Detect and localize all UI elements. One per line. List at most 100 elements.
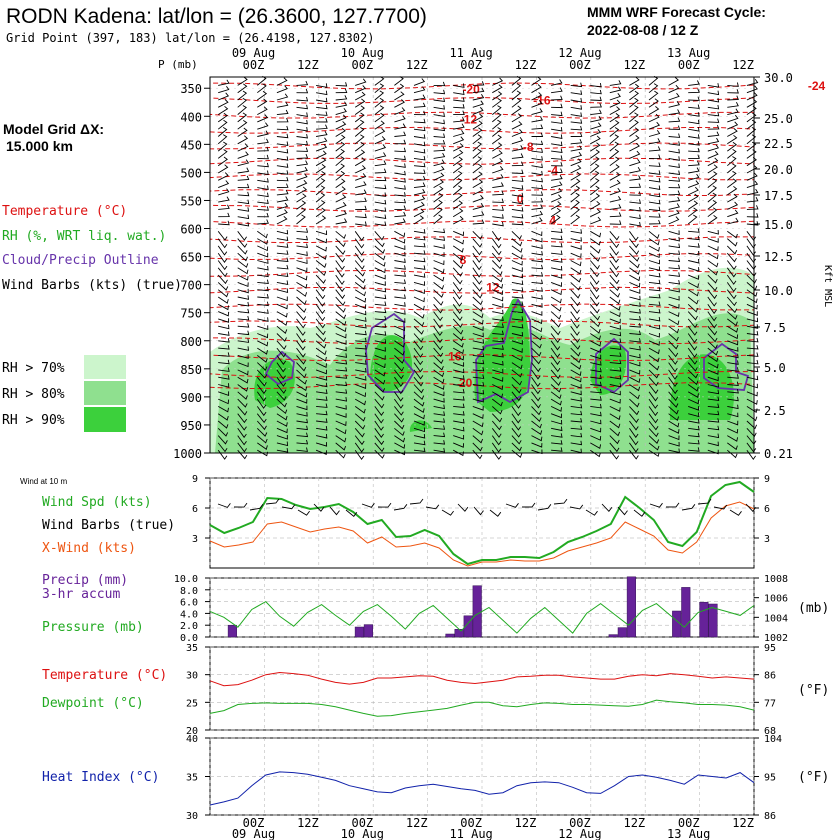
wind-barb	[726, 260, 737, 270]
wind-barb	[491, 252, 502, 263]
wind-barb	[413, 215, 425, 225]
wind-barb	[570, 304, 580, 314]
wind-barb	[257, 122, 269, 130]
wind-barb	[413, 433, 426, 439]
time-tick-label-bottom: 00Z	[569, 816, 591, 830]
wind-barb	[590, 374, 602, 380]
wind-barb	[413, 362, 424, 373]
wind-barb	[727, 381, 739, 387]
wind-barb	[315, 157, 327, 167]
wind-barb	[511, 145, 524, 152]
wind-barb	[394, 272, 406, 277]
wind-barb	[668, 318, 680, 326]
wind-barb	[707, 304, 717, 315]
temperature-contour	[209, 126, 755, 134]
wind-barb	[316, 118, 328, 123]
wind-barb	[335, 82, 348, 87]
wind-barb	[688, 173, 700, 181]
wind-barb	[629, 428, 639, 439]
wind-barb	[452, 149, 464, 159]
wind-barb	[511, 129, 523, 137]
wind-barb	[648, 259, 660, 265]
wind-barb	[531, 355, 542, 365]
wind-barb	[472, 186, 484, 196]
wind-barb	[511, 435, 522, 445]
wind-barb	[531, 100, 543, 108]
wind-barb	[452, 267, 463, 277]
wind-barb	[492, 84, 503, 94]
wind-barb	[609, 442, 620, 453]
wind-barb	[668, 287, 680, 293]
wind-barb	[648, 154, 661, 159]
wind-barb	[257, 90, 268, 101]
wind-barb	[413, 398, 425, 407]
wind-barb	[257, 325, 269, 331]
wind-barb	[413, 242, 426, 248]
wind-barb	[394, 131, 407, 137]
wind-barb	[355, 376, 367, 381]
time-tick-label-top: 00Z	[678, 58, 700, 72]
wind-barb	[257, 138, 269, 145]
wind-barb	[570, 403, 583, 409]
wind-barb	[609, 148, 620, 159]
wind-barb	[413, 289, 425, 295]
wind-barb	[276, 109, 289, 116]
wind-barb	[707, 333, 718, 343]
wind-barb	[257, 170, 269, 176]
wind-barb	[237, 406, 248, 416]
wind-barb	[296, 200, 307, 210]
wind-barb	[707, 410, 720, 416]
precip-bar	[626, 576, 636, 638]
wind-barb	[746, 149, 757, 159]
wind-barb	[629, 183, 642, 189]
wind-barb	[218, 311, 230, 317]
wind-barb	[570, 390, 582, 396]
legend-rh80: RH > 80%	[2, 387, 65, 402]
wind-barb	[237, 221, 250, 227]
wind-barb	[394, 333, 406, 340]
wind-barb	[374, 168, 387, 174]
wind-barb	[511, 214, 524, 219]
wind-barb	[355, 360, 367, 365]
wind-barb	[492, 214, 504, 219]
wind-barb	[668, 125, 681, 130]
wind-barb	[413, 155, 426, 161]
wind-barb	[629, 442, 639, 453]
wind-barb	[492, 337, 504, 343]
wind-barb	[531, 362, 541, 373]
wind-barb	[550, 369, 561, 380]
wind-barb	[472, 332, 484, 338]
wind-barb	[727, 427, 739, 434]
wind-tick-label-right: 3	[764, 534, 770, 545]
wind-barb	[727, 333, 739, 340]
wind-barb	[531, 177, 543, 183]
wind-barb	[296, 207, 306, 218]
wind-barb	[296, 412, 308, 417]
wind-barb	[453, 103, 465, 109]
wind-barb	[550, 201, 562, 210]
wind-barb	[629, 76, 640, 86]
temperature-contour	[209, 204, 755, 212]
wind-barb	[217, 238, 228, 249]
wind-barb	[296, 235, 308, 241]
wind-barb	[629, 207, 641, 212]
wind-barb	[315, 369, 327, 375]
wind-barb	[629, 90, 639, 101]
wind-barb	[648, 406, 659, 417]
wind-barb	[296, 340, 306, 351]
wind-barb	[511, 267, 523, 273]
wind-barb	[531, 116, 543, 123]
wind-barb	[648, 398, 659, 409]
wind-barb	[472, 238, 483, 248]
wind-barb	[629, 435, 639, 446]
wind-barb	[472, 141, 482, 152]
wind-barb	[609, 311, 621, 318]
wind-barb	[727, 374, 739, 379]
wind-barb	[687, 391, 699, 399]
wind-barb	[276, 347, 287, 358]
wind-barb	[394, 427, 405, 437]
wind-barb	[629, 345, 641, 351]
wind-barb	[609, 282, 620, 292]
wind-barb	[727, 353, 739, 359]
wind-barb	[609, 352, 622, 357]
